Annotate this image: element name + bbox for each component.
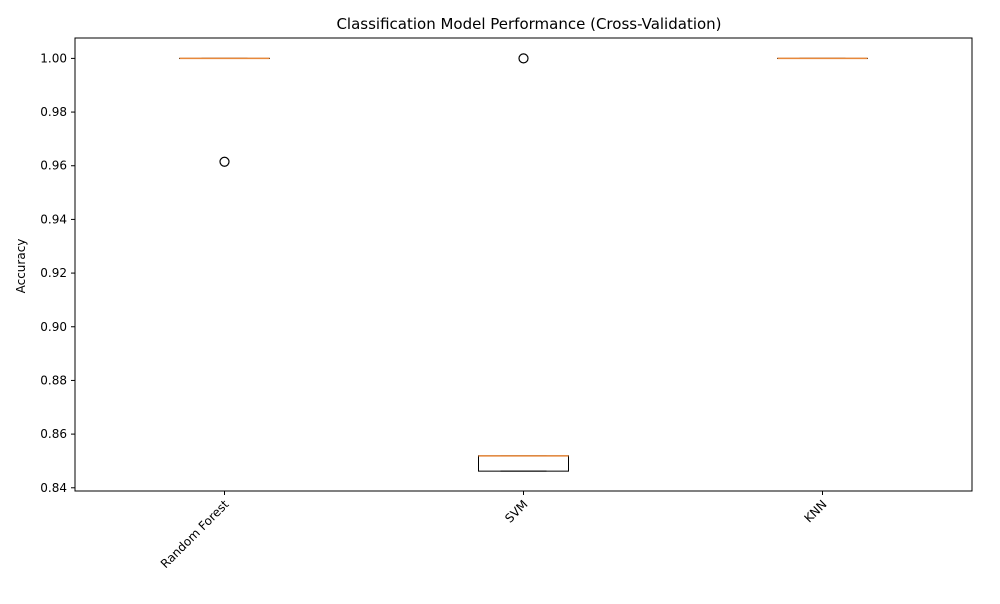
axes-frame xyxy=(75,38,972,491)
y-tick-label: 0.86 xyxy=(40,427,67,441)
y-tick-label: 0.96 xyxy=(40,159,67,173)
box-body xyxy=(479,456,569,471)
y-tick-label: 0.94 xyxy=(40,212,67,226)
y-tick-label: 0.98 xyxy=(40,105,67,119)
y-tick-label: 1.00 xyxy=(40,51,67,65)
y-axis-label: Accuracy xyxy=(14,239,28,294)
y-tick-label: 0.84 xyxy=(40,481,67,495)
y-tick-label: 0.90 xyxy=(40,320,67,334)
chart-title: Classification Model Performance (Cross-… xyxy=(336,15,721,33)
y-tick-label: 0.88 xyxy=(40,373,67,387)
outlier-point xyxy=(220,157,229,166)
x-tick-label: KNN xyxy=(801,497,829,525)
y-tick-label: 0.92 xyxy=(40,266,67,280)
plot-area: 0.84 0.86 0.88 0.90 0.92 0.94 0.96 0.98 1.00 Rand… xyxy=(40,51,867,571)
outlier-point xyxy=(519,54,528,63)
x-tick-label: SVM xyxy=(502,497,530,525)
x-tick-label: Random Forest xyxy=(158,497,232,571)
